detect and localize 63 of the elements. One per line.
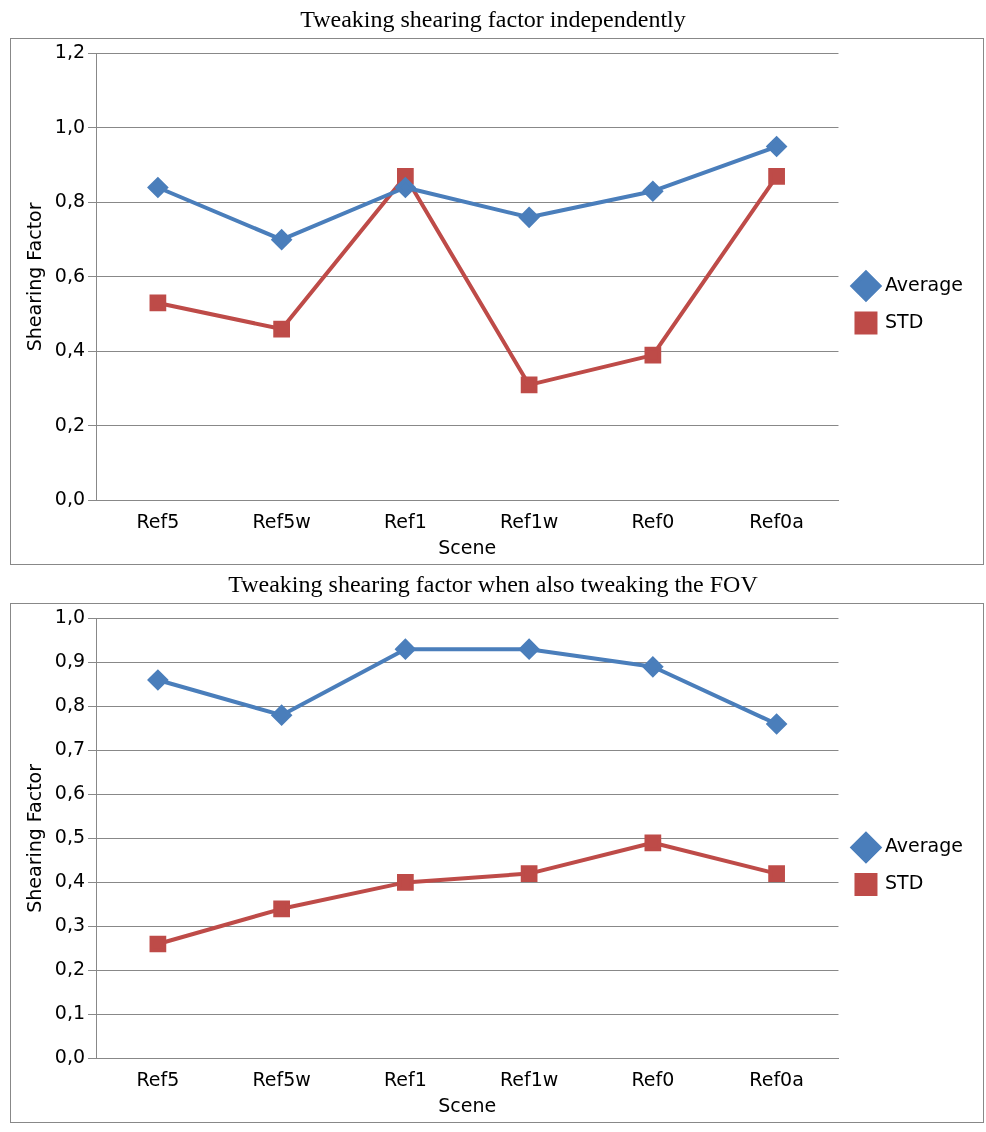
x-tick-label: Ref1w	[499, 509, 559, 532]
x-tick-label: Ref0a	[749, 1067, 804, 1090]
x-tick-label: Ref5	[136, 1067, 180, 1090]
y-axis-title: Shearing Factor	[23, 763, 46, 913]
chart-title: Tweaking shearing factor when also tweaking the FOV	[227, 570, 759, 599]
point	[395, 639, 416, 660]
point	[520, 376, 538, 394]
y-tick-label: 0,6	[54, 781, 86, 804]
legend-label: Average	[884, 834, 964, 857]
x-tick-label: Ref0	[631, 509, 675, 532]
y-tick-label: 0,4	[54, 869, 86, 892]
point	[271, 229, 292, 250]
point	[766, 714, 787, 734]
x-tick-label: Ref5w	[252, 1067, 311, 1090]
point	[395, 177, 416, 198]
y-tick-label: 0,2	[54, 412, 86, 435]
point	[520, 865, 538, 882]
y-tick-label: 0,2	[54, 957, 86, 980]
y-tick-label: 0,5	[54, 825, 86, 848]
chart-title: Tweaking shearing factor independently	[299, 5, 687, 34]
x-tick-label: Ref0a	[749, 509, 804, 532]
legend-label: STD	[884, 871, 924, 894]
point	[642, 181, 663, 202]
x-axis-title: Scene	[438, 535, 497, 558]
point	[149, 935, 167, 953]
y-tick-label: 0,3	[54, 913, 86, 936]
legend-label: STD	[884, 309, 924, 332]
y-tick-label: 0,8	[54, 693, 86, 716]
x-tick-label: Ref1	[383, 509, 427, 532]
point	[644, 834, 662, 852]
point	[147, 177, 168, 198]
y-tick-label: 0,0	[54, 1045, 86, 1068]
y-tick-label: 0,6	[54, 263, 86, 286]
point	[768, 167, 785, 185]
y-axis-title: Shearing Factor	[23, 202, 46, 352]
point	[147, 670, 168, 690]
y-tick-label: 1,0	[54, 114, 86, 137]
x-tick-label: Ref1w	[499, 1067, 559, 1090]
point	[642, 656, 663, 677]
y-tick-label: 0,9	[54, 649, 86, 672]
y-tick-label: 1,0	[54, 605, 86, 628]
point	[149, 294, 167, 312]
y-tick-label: 0,4	[54, 338, 86, 361]
point	[271, 705, 292, 726]
point	[519, 207, 540, 228]
x-tick-label: Ref5w	[252, 509, 311, 532]
point	[273, 900, 290, 918]
point	[273, 320, 290, 338]
x-tick-label: Ref5	[136, 509, 180, 532]
y-tick-label: 0,0	[54, 487, 86, 510]
x-axis-title: Scene	[438, 1093, 497, 1116]
x-tick-label: Ref1	[383, 1067, 427, 1090]
y-tick-label: 1,2	[54, 40, 86, 63]
legend-label: Average	[884, 272, 964, 295]
y-tick-label: 0,1	[54, 1001, 86, 1024]
y-tick-label: 0,8	[54, 189, 86, 212]
y-tick-label: 0,7	[54, 737, 86, 760]
point	[397, 874, 414, 891]
point	[644, 346, 662, 364]
point	[768, 865, 785, 882]
point	[519, 639, 540, 660]
x-tick-label: Ref0	[631, 1067, 675, 1090]
point	[766, 136, 787, 157]
